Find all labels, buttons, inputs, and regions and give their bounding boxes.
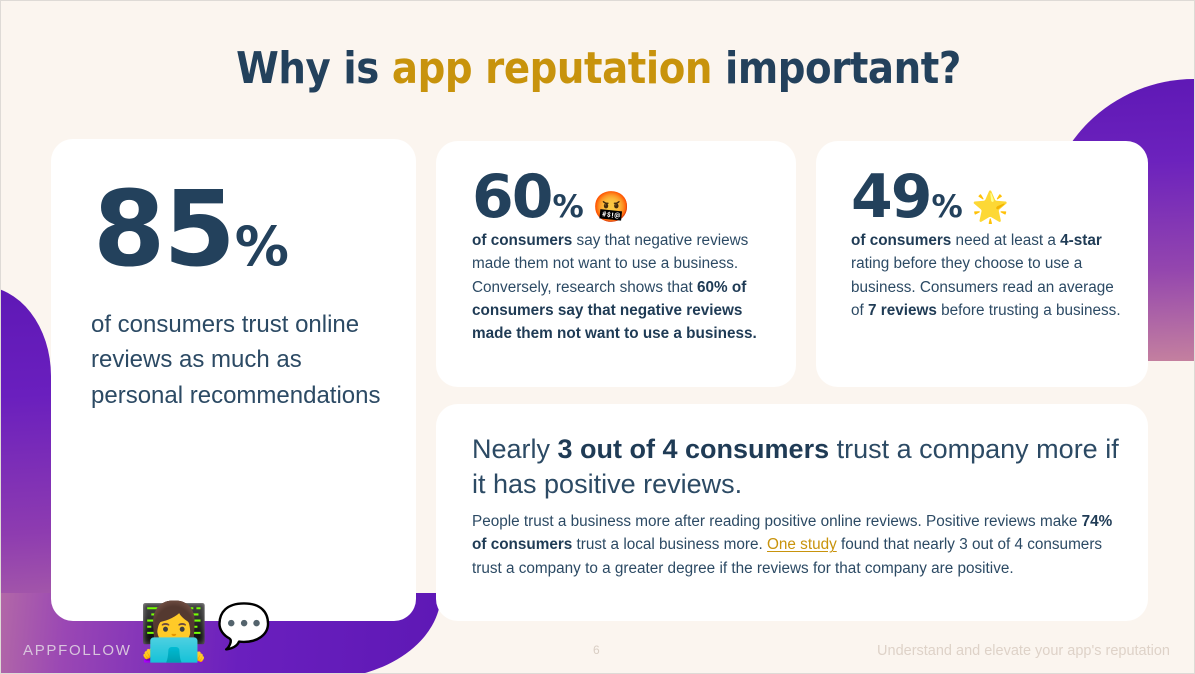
percent-sign: % (234, 215, 289, 278)
stat-value-49: 49% 🌟 (851, 167, 1009, 227)
headline-part-2: trust a company more if it has positive … (472, 434, 1119, 499)
body-lead: of consumers (851, 232, 952, 249)
body-bold-1: 4-star (1060, 232, 1102, 249)
woman-technologist-illustration: 👩‍💻 💬 (139, 605, 272, 661)
stat-number: 85 (93, 168, 236, 290)
brand-logo-text: APPFOLLOW (23, 642, 132, 659)
title-part-1: Why is (236, 43, 392, 94)
woman-technologist-icon: 👩‍💻 (139, 600, 209, 665)
glowing-star-icon: 🌟 (971, 190, 1010, 225)
footer-tagline: Understand and elevate your app's reputa… (877, 643, 1170, 659)
stat-card-49-body: of consumers need at least a 4-star rati… (851, 229, 1123, 322)
title-part-2: important? (711, 43, 961, 94)
body-part-2: trust a local business more. (572, 536, 768, 554)
page-number: 6 (593, 643, 600, 657)
wide-highlight-card: Nearly 3 out of 4 consumers trust a comp… (436, 404, 1148, 621)
body-part-3: before trusting a business. (936, 301, 1121, 319)
body-part-3: found that nearly 3 out of 4 consumers t… (472, 536, 1103, 577)
stat-card-49: 49% 🌟 of consumers need at least a 4-star… (816, 141, 1148, 387)
body-bold-2: 7 reviews (868, 301, 937, 319)
title-highlight: app reputation (391, 43, 713, 94)
body-part-1: need at least a (951, 232, 1061, 249)
body-bold-1: 74% of consumers (472, 513, 1113, 554)
stat-card-85-body: of consumers trust online reviews as muc… (91, 311, 381, 409)
body-mid: say that negative reviews made them not … (472, 232, 749, 296)
stat-card-85: 85% of consumers trust online reviews as… (51, 139, 416, 661)
body-part-2: rating before they choose to use a busin… (851, 255, 1114, 319)
stat-value-85: 85% (93, 168, 289, 290)
stat-value-60: 60% 🤬 (472, 167, 630, 227)
cursing-face-icon: 🤬 (592, 190, 631, 225)
percent-sign: % (552, 189, 584, 225)
headline-part-1: Nearly (472, 434, 558, 464)
wide-card-headline: Nearly 3 out of 4 consumers trust a comp… (472, 432, 1120, 501)
one-study-link[interactable]: One study (767, 536, 837, 554)
stat-card-60: 60% 🤬 of consumers say that negative revi… (436, 141, 796, 387)
wide-card-body: People trust a business more after readi… (472, 510, 1120, 580)
body-lead: of consumers (472, 232, 573, 249)
percent-sign: % (931, 189, 963, 225)
stat-number: 49 (851, 162, 932, 232)
body-part-1: People trust a business more after readi… (472, 513, 1082, 530)
body-bold: 60% of consumers say that negative revie… (472, 278, 757, 343)
stat-card-60-body: of consumers say that negative reviews m… (472, 229, 768, 345)
page-title: Why is app reputation important? (73, 43, 1125, 94)
speech-balloon-icon: 💬 (216, 601, 272, 652)
stat-number: 60 (472, 162, 553, 232)
headline-bold: 3 out of 4 consumers (557, 434, 830, 464)
